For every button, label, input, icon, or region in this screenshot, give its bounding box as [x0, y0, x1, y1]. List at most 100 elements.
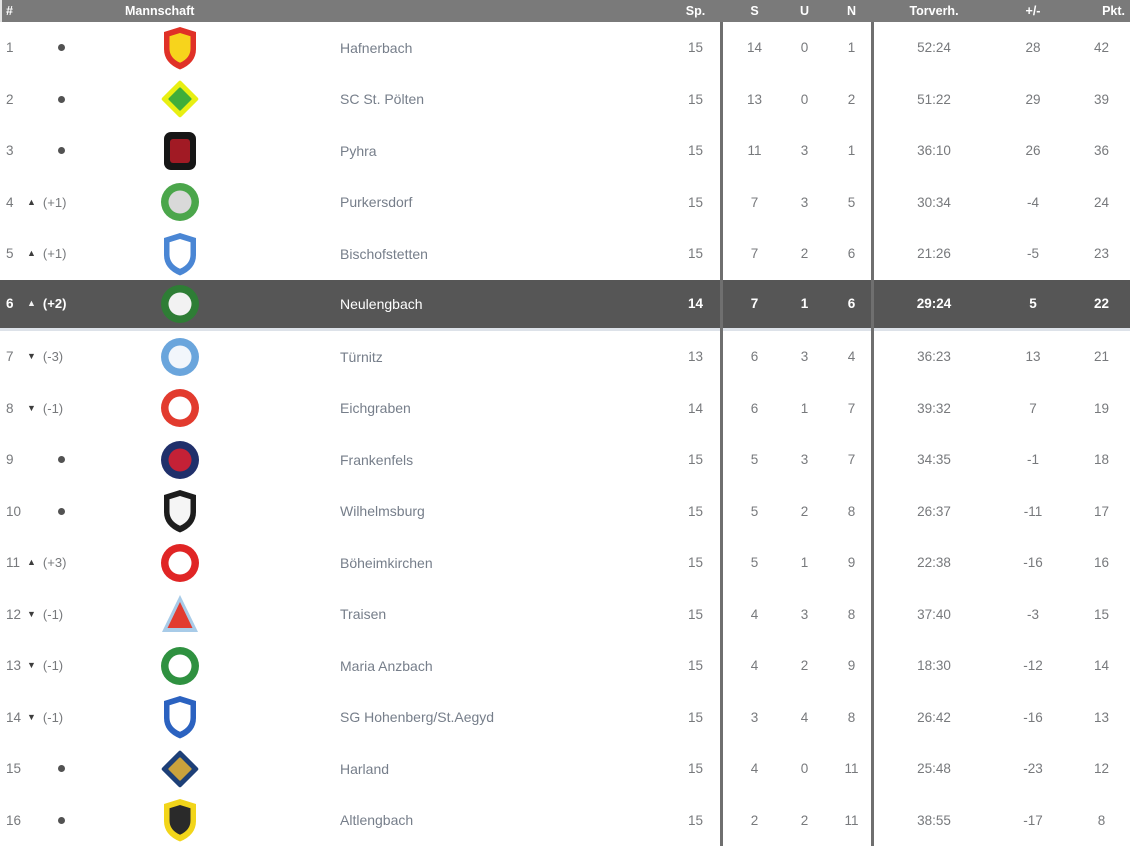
header-team: Mannschaft [125, 4, 195, 18]
wins: 5 [750, 452, 759, 468]
movement-cell: ▲ (+1) [25, 195, 120, 210]
table-row-eichgraben[interactable]: 8 ▼ (-1) Eichgraben 14 6 1 7 39:32 7 19 [0, 382, 1130, 434]
club-logo-maria-anzbach-icon [120, 640, 240, 692]
movement-cell [25, 456, 120, 464]
wins: 6 [750, 349, 759, 365]
goal-diff: 26 [1025, 143, 1041, 159]
goal-ratio: 36:23 [917, 349, 951, 365]
movement-cell: ▼ (-1) [25, 607, 120, 622]
table-row-b-heimkirchen[interactable]: 11 ▲ (+3) Böheimkirchen 15 5 1 9 22:38 -1… [0, 537, 1130, 589]
table-row-purkersdorf[interactable]: 4 ▲ (+1) Purkersdorf 15 7 3 5 30:34 -4 24 [0, 176, 1130, 229]
club-logo-neulengbach-icon [120, 280, 240, 329]
games-played: 13 [687, 349, 704, 365]
table-row-wilhelmsburg[interactable]: 10 Wilhelmsburg 15 5 2 8 26:37 -11 17 [0, 485, 1130, 538]
games-played: 14 [687, 400, 704, 416]
movement-cell [25, 765, 120, 773]
movement-cell: ▼ (-1) [25, 710, 120, 725]
table-row-bischofstetten[interactable]: 5 ▲ (+1) Bischofstetten 15 7 2 6 21:26 -5… [0, 228, 1130, 280]
draws: 1 [800, 555, 809, 571]
movement-cell: ▼ (-1) [25, 401, 120, 416]
points: 36 [1093, 143, 1110, 159]
table-row-sg-hohenberg-st-aegyd[interactable]: 14 ▼ (-1) SG Hohenberg/St.Aegyd 15 3 4 8 … [0, 691, 1130, 744]
rank-change-value: (-1) [42, 658, 64, 674]
table-row-altlengbach[interactable]: 16 Altlengbach 15 2 2 11 38:55 -17 8 [0, 794, 1130, 846]
club-logo-hafnerbach-icon [120, 22, 240, 74]
points: 23 [1093, 246, 1110, 262]
rank-up-arrow-icon: ▲ [27, 557, 36, 568]
table-header: # Mannschaft Sp. S U N Torverh. +/- Pkt. [0, 0, 1130, 22]
goal-diff: -17 [1023, 812, 1043, 828]
rank-cell: 15 [6, 761, 22, 777]
club-logo-wilhelmsburg-icon [120, 486, 240, 538]
no-change-dot-icon [58, 456, 65, 464]
draws: 1 [800, 400, 809, 416]
goal-ratio: 36:10 [917, 143, 951, 159]
table-row-traisen[interactable]: 12 ▼ (-1) Traisen 15 4 3 8 37:40 -3 15 [0, 588, 1130, 640]
points: 19 [1093, 400, 1110, 416]
table-row-t-rnitz[interactable]: 7 ▼ (-3) Türnitz 13 6 3 4 36:23 13 21 [0, 331, 1130, 383]
club-logo-sc-st-poelten-icon [120, 74, 240, 126]
draws: 0 [800, 761, 809, 777]
wins: 13 [746, 91, 763, 107]
goal-ratio: 18:30 [917, 658, 951, 674]
games-played: 15 [687, 91, 704, 107]
rank-cell: 3 [6, 143, 14, 159]
table-row-sc-st-p-lten[interactable]: 2 SC St. Pölten 15 13 0 2 51:22 29 39 [0, 73, 1130, 126]
draws: 3 [800, 606, 809, 622]
points: 13 [1093, 709, 1110, 725]
games-played: 15 [687, 812, 704, 828]
table-row-harland[interactable]: 15 Harland 15 4 0 11 25:48 -23 12 [0, 743, 1130, 795]
header-sp: Sp. [685, 4, 706, 18]
team-name: Böheimkirchen [340, 554, 433, 571]
rank-up-arrow-icon: ▲ [27, 248, 36, 259]
rank-cell: 4 [6, 194, 14, 210]
goal-ratio: 26:42 [917, 709, 951, 725]
rank-up-arrow-icon: ▲ [27, 196, 36, 207]
rank-cell: 7 [6, 349, 14, 365]
no-change-dot-icon [58, 507, 65, 515]
losses: 4 [847, 349, 856, 365]
goal-diff: -11 [1023, 503, 1043, 519]
rank-change-value: (-3) [42, 349, 64, 365]
table-row-pyhra[interactable]: 3 Pyhra 15 11 3 1 36:10 26 36 [0, 125, 1130, 177]
points: 21 [1093, 349, 1110, 365]
rank-change-value: (+2) [42, 296, 67, 312]
goal-diff: -4 [1026, 194, 1039, 210]
losses: 6 [847, 246, 856, 262]
points: 16 [1093, 555, 1110, 571]
table-row-maria-anzbach[interactable]: 13 ▼ (-1) Maria Anzbach 15 4 2 9 18:30 -1… [0, 640, 1130, 692]
team-name: Purkersdorf [340, 194, 413, 211]
club-logo-sg-hohenberg-icon [120, 692, 240, 744]
goal-diff: -5 [1026, 246, 1039, 262]
points: 12 [1093, 761, 1110, 777]
losses: 9 [847, 658, 856, 674]
goal-diff: 7 [1029, 400, 1037, 416]
goal-ratio: 51:22 [917, 91, 951, 107]
wins: 14 [746, 40, 763, 56]
games-played: 14 [687, 296, 704, 312]
draws: 3 [800, 143, 809, 159]
table-row-neulengbach[interactable]: 6 ▲ (+2) Neulengbach 14 7 1 6 29:24 5 22 [0, 279, 1130, 331]
header-u: U [799, 4, 810, 18]
team-name: Eichgraben [340, 400, 411, 417]
club-logo-purkersdorf-icon [120, 177, 240, 229]
movement-cell [25, 44, 120, 52]
team-name: Hafnerbach [340, 39, 413, 56]
no-change-dot-icon [58, 44, 65, 52]
losses: 6 [847, 296, 856, 312]
goal-diff: 13 [1025, 349, 1041, 365]
rank-cell: 16 [6, 812, 22, 828]
rank-up-arrow-icon: ▲ [27, 298, 36, 309]
games-played: 15 [687, 40, 704, 56]
rank-change-value: (+1) [42, 246, 67, 262]
goal-diff: -16 [1023, 709, 1043, 725]
table-row-hafnerbach[interactable]: 1 Hafnerbach 15 14 0 1 52:24 28 42 [0, 22, 1130, 74]
draws: 3 [800, 194, 809, 210]
team-name: Harland [340, 760, 390, 777]
movement-cell: ▲ (+1) [25, 246, 120, 261]
rank-cell: 11 [6, 555, 21, 571]
rank-cell: 1 [6, 40, 14, 56]
table-row-frankenfels[interactable]: 9 Frankenfels 15 5 3 7 34:35 -1 18 [0, 434, 1130, 486]
team-name: SG Hohenberg/St.Aegyd [340, 709, 495, 726]
draws: 2 [800, 812, 809, 828]
